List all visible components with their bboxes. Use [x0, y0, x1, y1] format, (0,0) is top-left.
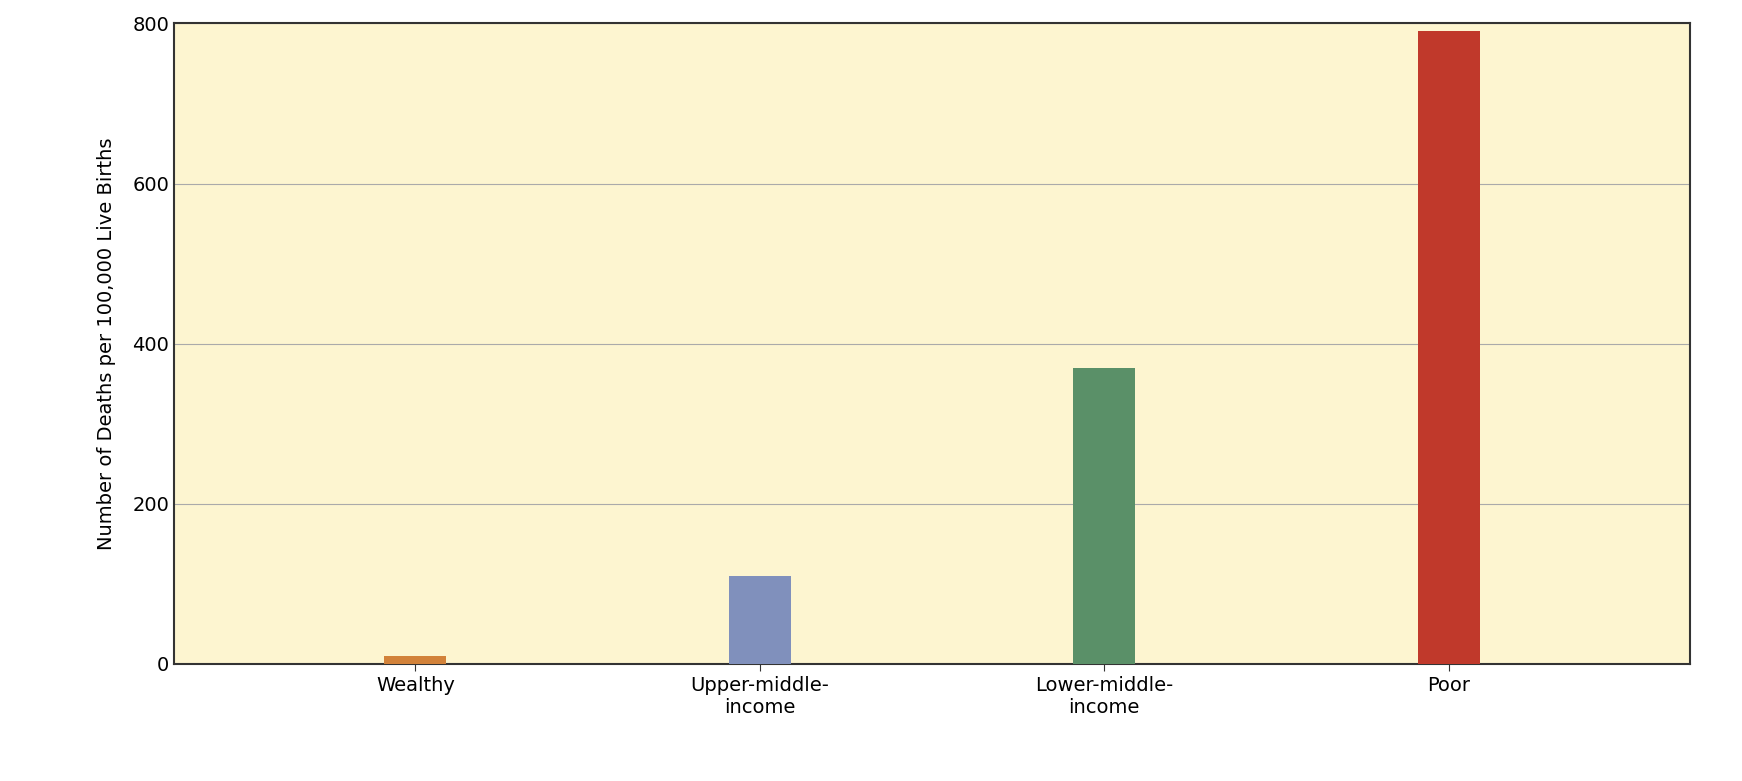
Bar — [385, 656, 446, 664]
Bar — [1073, 368, 1136, 664]
Bar — [728, 576, 791, 664]
Y-axis label: Number of Deaths per 100,000 Live Births: Number of Deaths per 100,000 Live Births — [98, 137, 115, 550]
Bar — [1418, 31, 1479, 664]
